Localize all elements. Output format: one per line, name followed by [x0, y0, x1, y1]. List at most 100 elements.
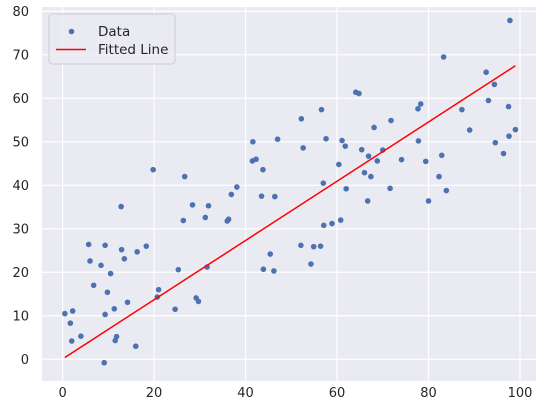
data-point: [329, 220, 335, 227]
legend-label-fitted-line: Fitted Line: [98, 42, 168, 58]
data-point: [466, 127, 473, 133]
y-tick-label: 70: [12, 48, 29, 63]
data-point: [107, 270, 114, 277]
data-point: [443, 187, 450, 194]
data-point: [67, 320, 74, 326]
data-point: [234, 184, 240, 190]
data-point: [364, 198, 371, 204]
data-point: [202, 214, 209, 221]
y-tick-label: 50: [12, 135, 29, 150]
data-point: [98, 262, 104, 269]
data-point: [308, 261, 314, 267]
data-point: [253, 156, 259, 163]
data-point: [181, 173, 188, 180]
x-tick-label: 100: [508, 386, 533, 401]
data-point: [318, 106, 325, 113]
data-point: [425, 198, 432, 204]
data-point: [320, 222, 327, 229]
data-point: [274, 136, 281, 143]
y-tick-label: 30: [12, 222, 29, 237]
data-point: [492, 139, 499, 146]
data-point: [417, 101, 424, 107]
data-point: [343, 185, 349, 192]
data-point: [300, 145, 306, 151]
data-point: [121, 255, 128, 262]
data-point: [87, 258, 93, 264]
data-point: [500, 150, 507, 157]
fitted-line: [64, 65, 516, 359]
data-point: [62, 310, 68, 317]
data-point: [118, 203, 124, 210]
data-point: [155, 286, 162, 293]
y-tick-label: 60: [12, 92, 29, 107]
x-tick-label: 40: [237, 386, 254, 401]
data-point: [101, 359, 108, 366]
data-point: [225, 216, 232, 223]
fitted-line-layer: [64, 65, 516, 359]
data-point: [387, 185, 393, 192]
data-point: [271, 268, 277, 274]
data-point: [90, 282, 97, 289]
data-point: [228, 191, 235, 198]
data-point: [336, 161, 342, 168]
data-point: [85, 241, 92, 248]
data-point: [250, 139, 256, 145]
data-point: [104, 289, 111, 296]
data-point: [342, 143, 349, 149]
data-point: [485, 97, 492, 104]
data-point: [398, 156, 405, 163]
data-point: [272, 193, 278, 200]
data-point: [436, 173, 442, 180]
data-point: [440, 54, 447, 60]
data-point: [298, 242, 304, 249]
data-point: [143, 243, 150, 249]
data-point: [267, 251, 274, 257]
data-point: [438, 152, 445, 159]
data-point: [258, 193, 265, 199]
data-point: [505, 103, 512, 110]
y-tick-label: 40: [12, 179, 29, 194]
data-points: [62, 17, 519, 366]
data-point: [365, 153, 372, 159]
data-point: [317, 243, 324, 249]
data-point: [415, 105, 421, 112]
data-point: [132, 343, 139, 350]
data-point: [102, 242, 108, 249]
data-point: [368, 173, 374, 180]
data-point: [459, 106, 465, 113]
data-point: [361, 169, 368, 176]
grid: [42, 7, 536, 381]
x-tick-label: 60: [329, 386, 346, 401]
data-point: [337, 217, 344, 223]
data-point: [358, 146, 365, 153]
y-tick-label: 80: [12, 5, 29, 20]
data-point: [134, 249, 140, 255]
data-point: [320, 180, 327, 186]
y-tick-label: 20: [12, 266, 29, 281]
legend-marker-data: [68, 28, 75, 35]
data-point: [507, 17, 513, 24]
data-point: [371, 124, 377, 131]
data-point: [356, 90, 362, 97]
data-point: [298, 115, 305, 122]
data-point: [260, 166, 266, 173]
data-point: [111, 306, 118, 312]
data-point: [102, 311, 108, 318]
y-tick-label: 10: [12, 309, 29, 324]
y-tick-label: 0: [21, 353, 29, 368]
data-point: [78, 333, 84, 340]
legend-label-data: Data: [98, 24, 130, 40]
data-point: [483, 69, 489, 76]
legend: Data Fitted Line: [48, 13, 176, 65]
data-point: [175, 266, 182, 273]
data-point: [415, 138, 422, 144]
data-point: [310, 243, 317, 250]
data-point: [69, 308, 76, 314]
data-point: [180, 217, 187, 224]
data-point: [172, 306, 178, 313]
tick-labels: 0 20 40 60 80 100 0 10 20 30 40 50 60 70 80: [12, 5, 532, 401]
data-point: [189, 202, 196, 208]
x-tick-label: 0: [58, 386, 66, 401]
data-point: [124, 299, 131, 306]
